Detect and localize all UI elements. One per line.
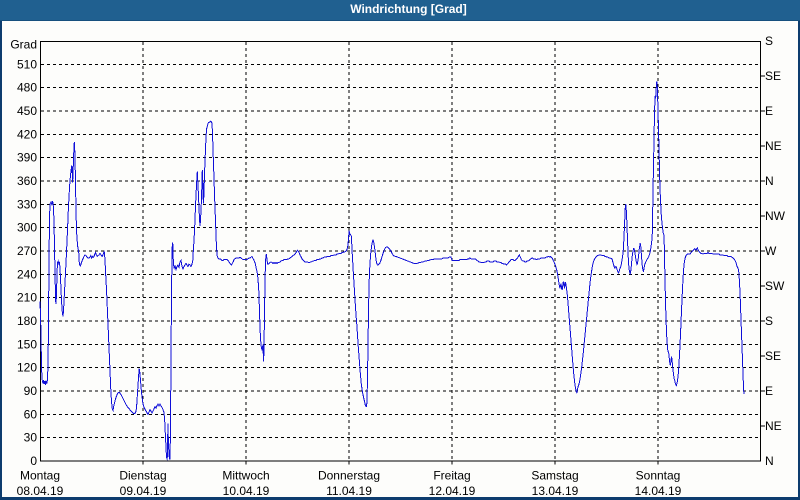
svg-text:SE: SE [765, 349, 781, 363]
svg-text:E: E [765, 384, 773, 398]
svg-text:Donnerstag: Donnerstag [318, 469, 380, 483]
svg-text:12.04.19: 12.04.19 [429, 484, 476, 498]
svg-text:120: 120 [17, 361, 37, 375]
svg-text:14.04.19: 14.04.19 [635, 484, 682, 498]
svg-text:Freitag: Freitag [433, 469, 470, 483]
svg-text:N: N [765, 174, 774, 188]
svg-text:60: 60 [24, 407, 38, 421]
svg-text:330: 330 [17, 197, 37, 211]
svg-text:90: 90 [24, 384, 38, 398]
svg-text:SE: SE [765, 69, 781, 83]
svg-text:N: N [765, 454, 774, 468]
svg-text:E: E [765, 104, 773, 118]
svg-text:180: 180 [17, 314, 37, 328]
svg-text:150: 150 [17, 337, 37, 351]
svg-text:30: 30 [24, 431, 38, 445]
svg-text:NE: NE [765, 419, 782, 433]
svg-text:0: 0 [30, 454, 37, 468]
svg-text:08.04.19: 08.04.19 [17, 484, 64, 498]
svg-text:420: 420 [17, 127, 37, 141]
svg-text:Grad: Grad [10, 38, 37, 52]
svg-text:S: S [765, 314, 773, 328]
svg-text:Sonntag: Sonntag [636, 469, 681, 483]
svg-text:11.04.19: 11.04.19 [326, 484, 372, 498]
svg-text:NE: NE [765, 139, 782, 153]
svg-text:450: 450 [17, 104, 37, 118]
svg-text:510: 510 [17, 57, 37, 71]
svg-text:NW: NW [765, 209, 786, 223]
svg-text:Mittwoch: Mittwoch [222, 469, 269, 483]
svg-text:240: 240 [17, 267, 37, 281]
svg-text:10.04.19: 10.04.19 [223, 484, 270, 498]
svg-text:W: W [765, 244, 777, 258]
svg-text:210: 210 [17, 291, 37, 305]
svg-text:09.04.19: 09.04.19 [120, 484, 167, 498]
svg-text:300: 300 [17, 221, 37, 235]
svg-text:390: 390 [17, 151, 37, 165]
svg-text:480: 480 [17, 81, 37, 95]
svg-text:SW: SW [765, 279, 785, 293]
svg-text:Samstag: Samstag [531, 469, 578, 483]
svg-text:Dienstag: Dienstag [119, 469, 166, 483]
svg-text:270: 270 [17, 244, 37, 258]
svg-text:Montag: Montag [20, 469, 60, 483]
svg-text:360: 360 [17, 174, 37, 188]
svg-text:13.04.19: 13.04.19 [532, 484, 579, 498]
svg-text:S: S [765, 34, 773, 48]
